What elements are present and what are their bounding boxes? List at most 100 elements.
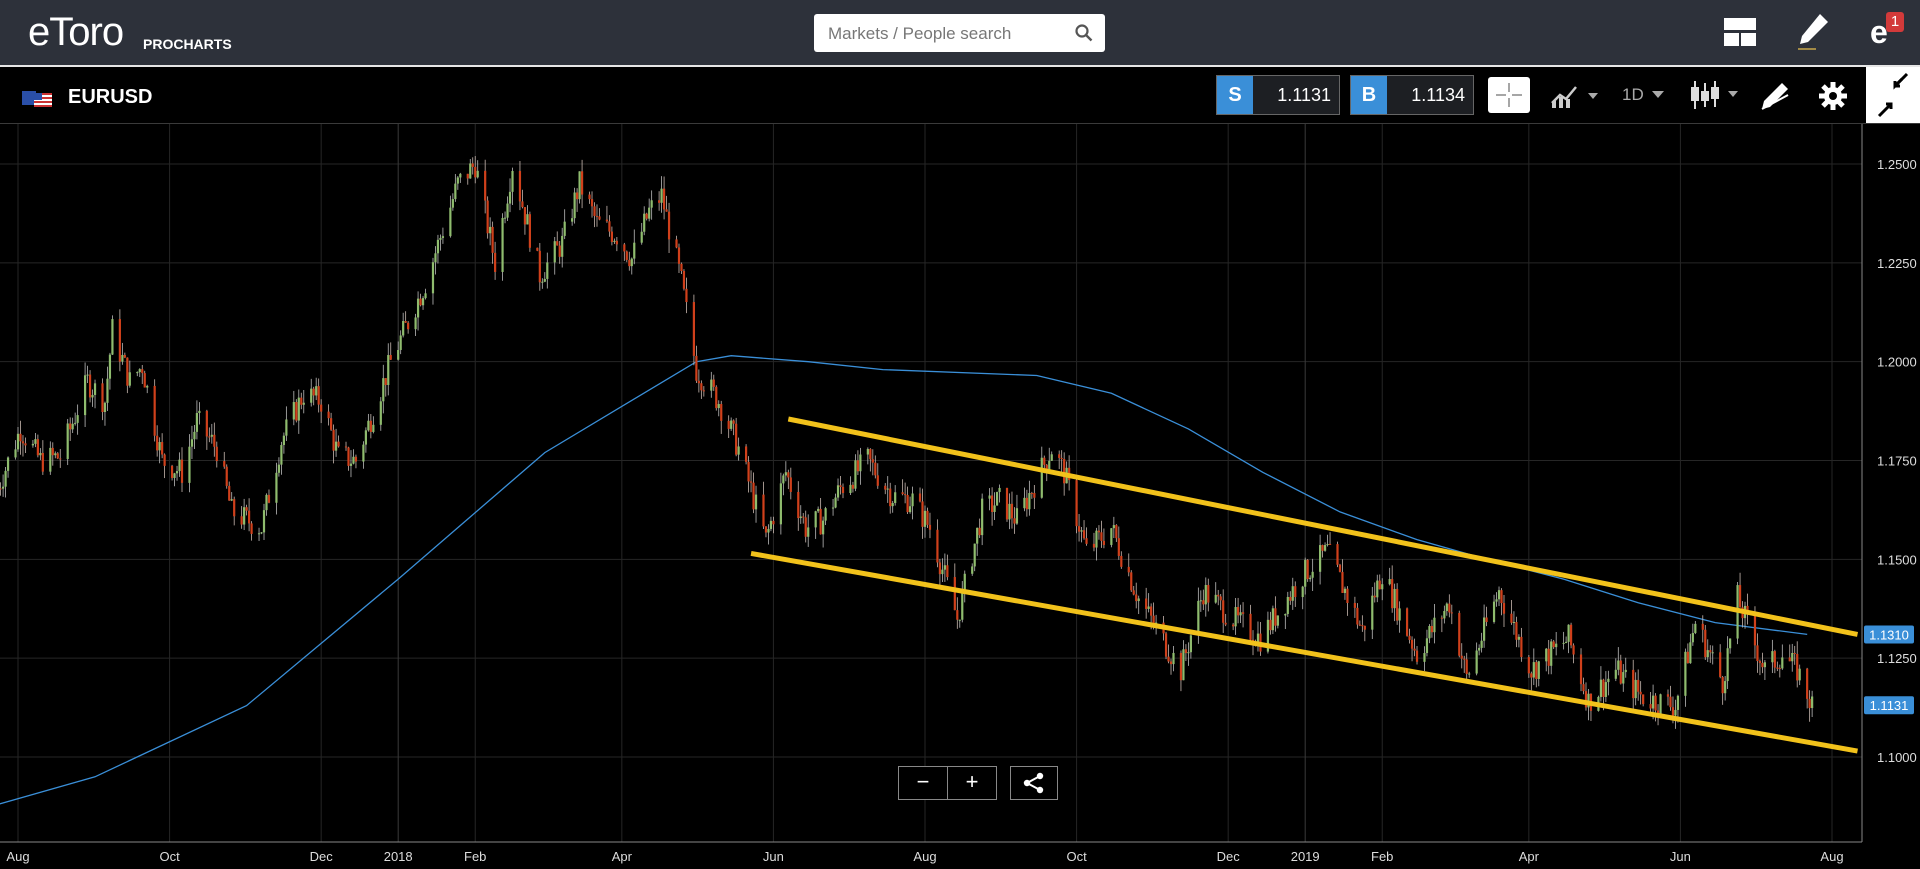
- candle-down: [330, 418, 333, 430]
- candle-up: [1706, 650, 1709, 658]
- candle-up: [489, 226, 492, 234]
- candle-up: [1614, 669, 1617, 679]
- candle-down: [1520, 636, 1523, 658]
- candle-down: [1738, 585, 1742, 608]
- candle-down: [1408, 635, 1411, 640]
- candle-down: [1150, 606, 1153, 616]
- candle-down: [1619, 660, 1622, 684]
- candle-down: [1410, 639, 1414, 649]
- notification-button[interactable]: e 1: [1866, 12, 1906, 52]
- candle-up: [190, 439, 194, 447]
- candle-down: [407, 322, 410, 330]
- candle-down: [675, 239, 678, 248]
- candle-up: [1691, 633, 1694, 643]
- candle-down: [906, 494, 909, 513]
- candle-up: [993, 505, 996, 512]
- x-tick-label: Aug: [6, 849, 29, 864]
- candle-down: [389, 355, 392, 360]
- search-icon[interactable]: [1075, 24, 1093, 42]
- candle-down: [538, 250, 541, 283]
- candle-up: [648, 207, 651, 219]
- candle-down: [1058, 454, 1061, 458]
- candle-down: [1632, 669, 1635, 699]
- pencil-icon[interactable]: [1796, 12, 1830, 52]
- settings-icon[interactable]: [1818, 81, 1848, 111]
- candle-down: [312, 388, 315, 396]
- sell-button[interactable]: S 1.1131: [1216, 75, 1340, 115]
- share-button[interactable]: [1010, 766, 1058, 800]
- crosshair-button[interactable]: [1488, 77, 1530, 113]
- buy-button[interactable]: B 1.1134: [1350, 75, 1474, 115]
- candle-down: [936, 529, 939, 563]
- candle-up: [1388, 579, 1391, 585]
- candle-down: [590, 199, 594, 207]
- candle-up: [508, 191, 512, 204]
- candle-down: [1758, 661, 1762, 663]
- candle-down: [245, 507, 248, 511]
- candle-down: [1130, 572, 1133, 591]
- candle-up: [362, 444, 365, 462]
- candle-down: [752, 482, 755, 510]
- candle-up: [476, 170, 479, 178]
- candle-up: [1080, 530, 1083, 532]
- zoom-out-button[interactable]: −: [898, 766, 948, 800]
- candle-down: [1535, 662, 1538, 679]
- candle-down: [1721, 676, 1724, 694]
- candle-down: [1120, 555, 1123, 567]
- interval-selector[interactable]: 1D: [1622, 85, 1666, 109]
- candle-down: [1671, 707, 1675, 716]
- candle-up: [1050, 454, 1053, 461]
- etoro-logo[interactable]: eToro: [28, 10, 124, 54]
- x-tick-label: Jun: [1670, 849, 1691, 864]
- search-box[interactable]: Markets / People search: [814, 14, 1105, 52]
- candle-up: [1599, 679, 1603, 697]
- candle-down: [1356, 607, 1359, 625]
- search-input[interactable]: Markets / People search: [828, 24, 1012, 43]
- collapse-button[interactable]: [1866, 67, 1920, 123]
- instrument-symbol: EURUSD: [68, 86, 153, 108]
- candle-down: [662, 188, 666, 210]
- candle-up: [71, 423, 74, 430]
- sell-label: S: [1217, 76, 1253, 114]
- candle-up: [1492, 601, 1496, 622]
- indicators-icon[interactable]: [1550, 83, 1602, 109]
- chevron-down-icon: [1652, 91, 1664, 98]
- candle-down: [1378, 580, 1381, 590]
- candle-up: [1398, 608, 1401, 621]
- layout-icon[interactable]: [1724, 18, 1756, 46]
- candle-down: [41, 452, 44, 472]
- candle-up: [630, 258, 633, 267]
- candle-up: [297, 397, 300, 421]
- candle-down: [1642, 694, 1645, 705]
- candle-up: [613, 240, 616, 242]
- candle-up: [1433, 617, 1436, 633]
- candle-down: [605, 219, 609, 222]
- candle-up: [372, 424, 375, 432]
- candle-up: [93, 383, 97, 395]
- zoom-in-button[interactable]: +: [947, 766, 997, 800]
- candlestick-type-icon[interactable]: [1690, 79, 1742, 111]
- candle-down: [692, 302, 696, 356]
- candle-down: [1584, 691, 1588, 708]
- x-tick-label: 2019: [1291, 849, 1320, 864]
- candle-down: [494, 252, 497, 272]
- drawing-icon[interactable]: [1760, 81, 1790, 111]
- candle-up: [1684, 651, 1687, 696]
- price-chart[interactable]: 1.2500 1.2250 1.2000 1.1750 1.1500 1.1250 1.10…: [0, 124, 1920, 869]
- candle-down: [901, 492, 904, 495]
- candle-up: [282, 435, 285, 446]
- candle-down: [851, 484, 855, 489]
- candle-down: [0, 488, 2, 490]
- candle-down: [874, 462, 877, 476]
- candle-up: [91, 394, 94, 398]
- moving-average-price-tag-bg: [1864, 625, 1914, 644]
- candle-down: [118, 319, 121, 362]
- candle-up: [16, 433, 20, 450]
- candle-down: [889, 488, 892, 507]
- candle-up: [834, 497, 837, 508]
- candle-down: [419, 298, 422, 306]
- candle-down: [747, 461, 750, 482]
- candle-down: [1033, 493, 1036, 498]
- candle-up: [454, 183, 457, 200]
- candle-up: [961, 589, 964, 620]
